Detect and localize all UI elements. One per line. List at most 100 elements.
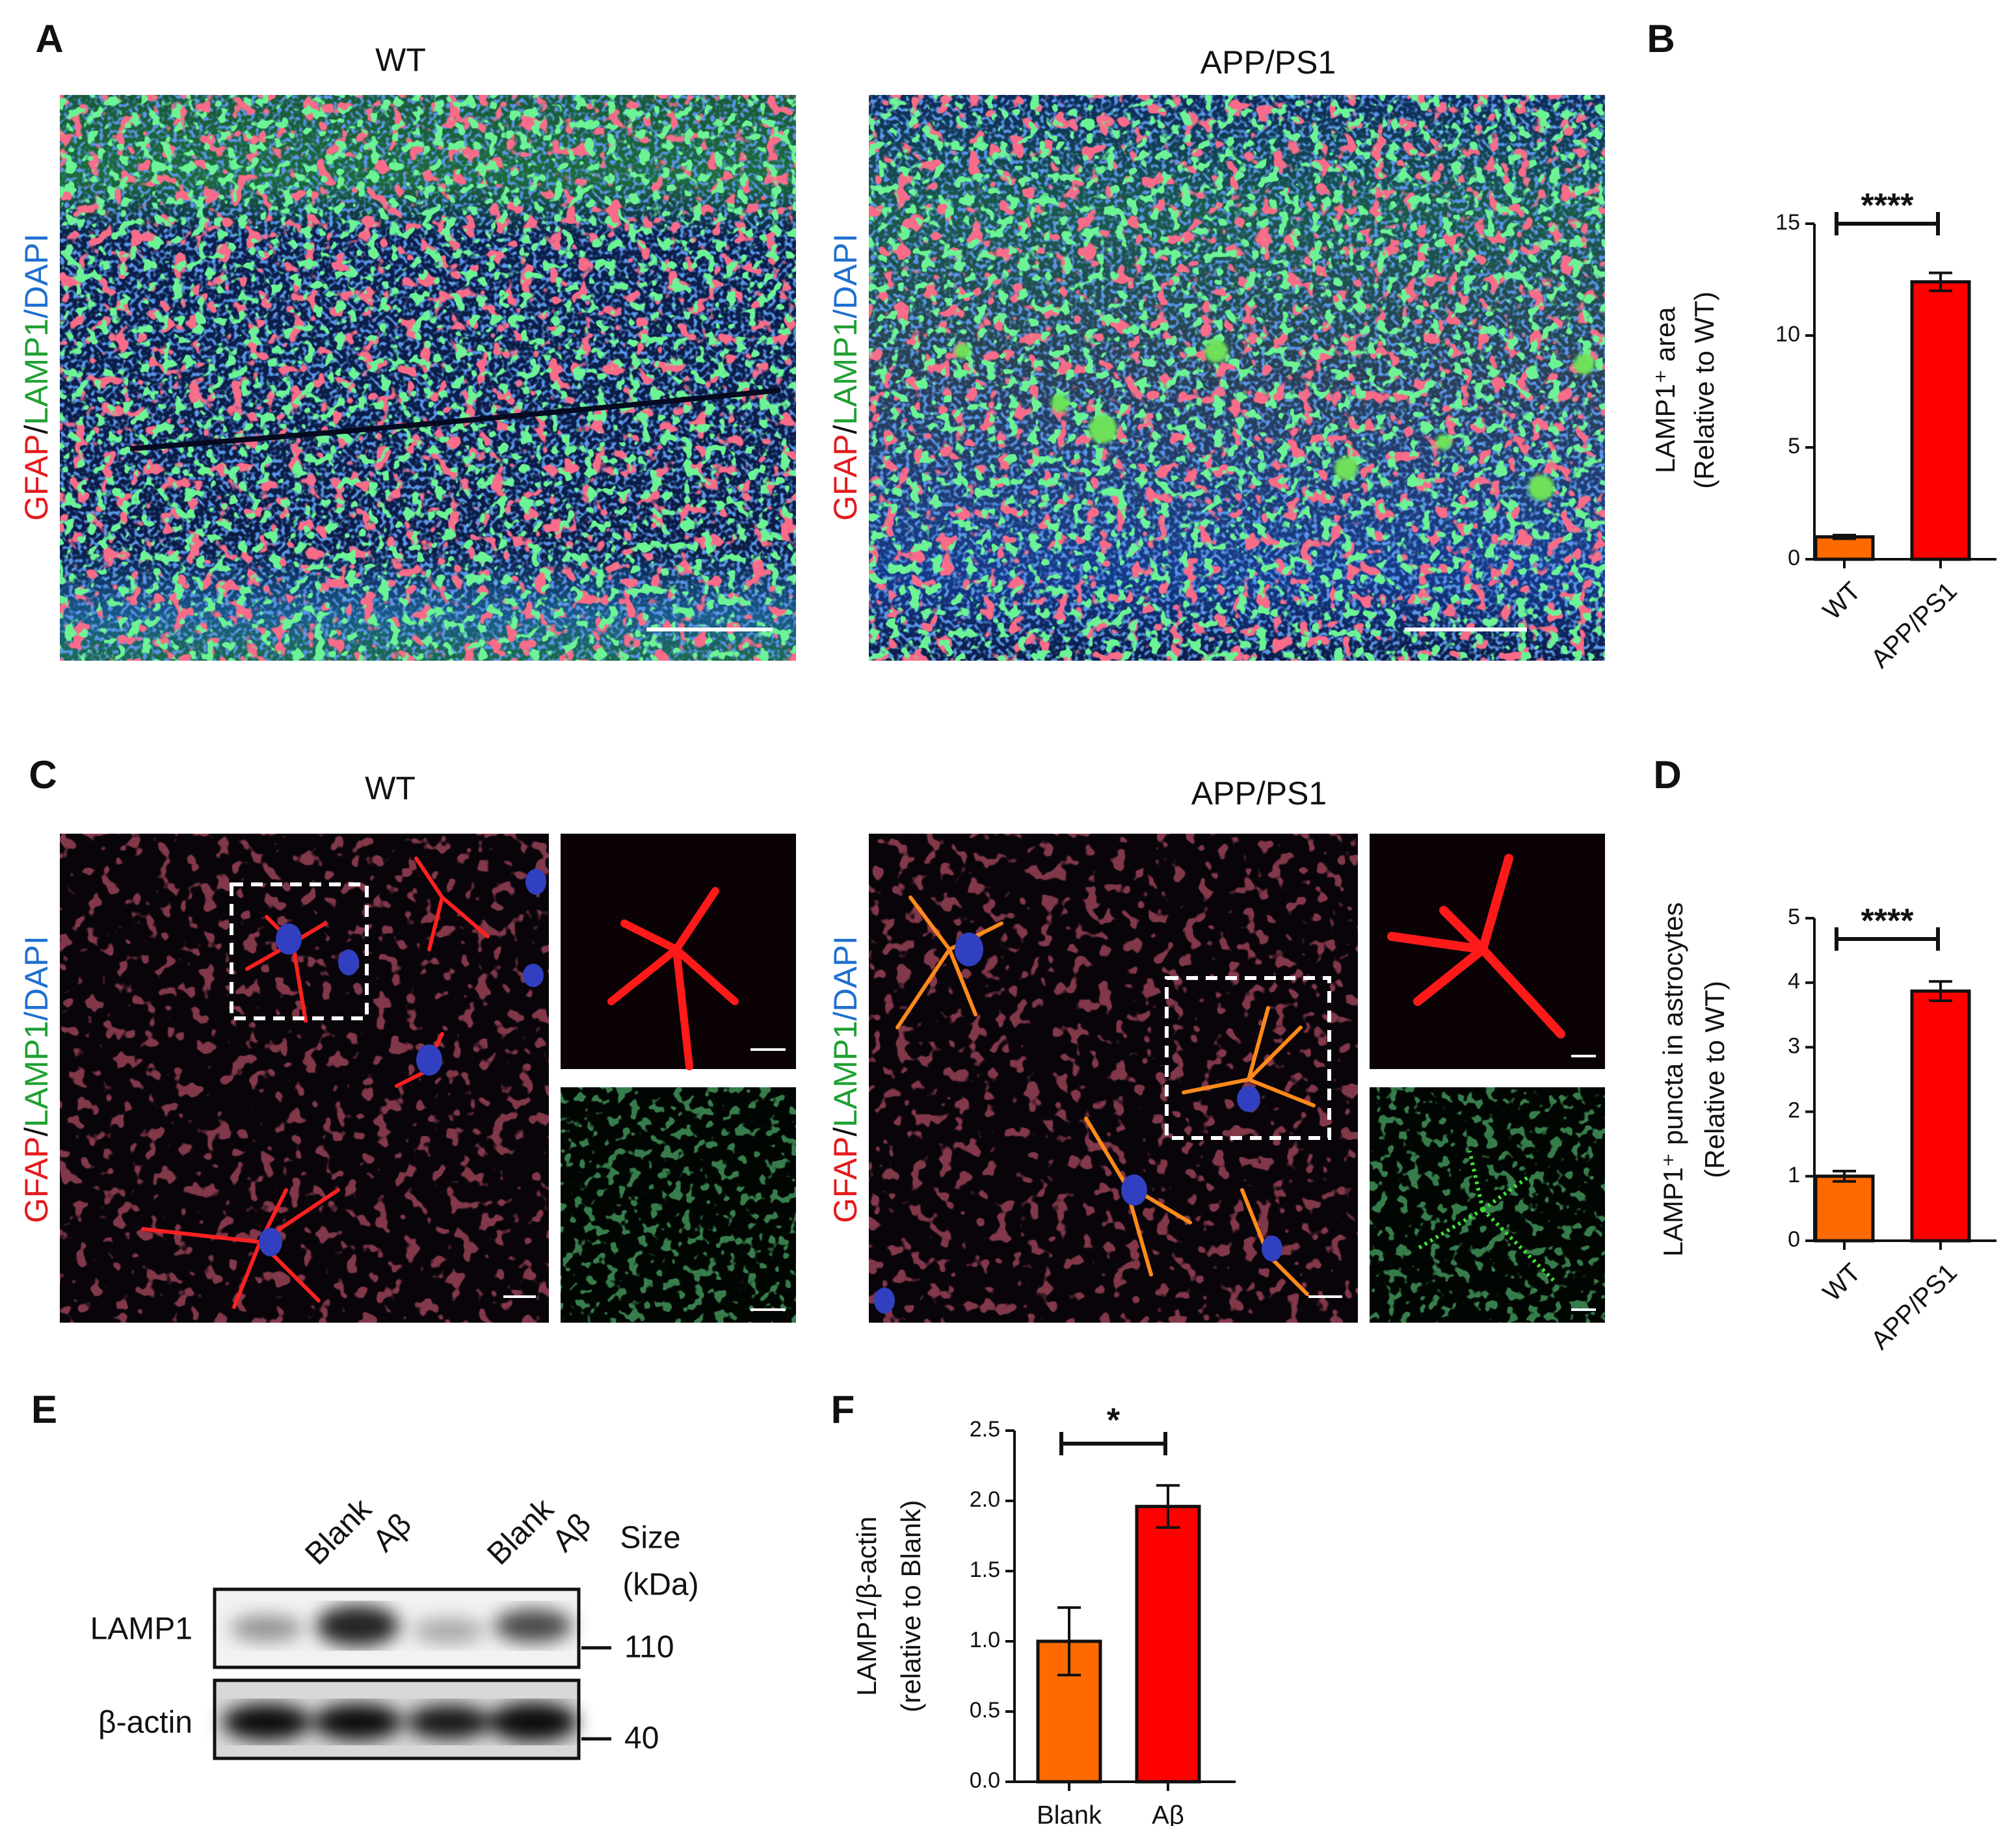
band bbox=[407, 1705, 490, 1739]
bar bbox=[1910, 989, 1971, 1243]
stain-part: / bbox=[18, 425, 55, 434]
band bbox=[230, 1615, 303, 1641]
y-tick-label: 2.0 bbox=[970, 1487, 1000, 1512]
plaques bbox=[955, 339, 1595, 501]
band bbox=[222, 1704, 311, 1740]
y-tick-label: 10 bbox=[1775, 322, 1800, 347]
image-texture bbox=[869, 95, 1605, 661]
nucleus bbox=[259, 1228, 282, 1256]
stain-label: GFAP/LAMP1/DAPI bbox=[827, 233, 864, 521]
y-tick-label: 3 bbox=[1788, 1033, 1800, 1058]
marker-label: 40 bbox=[624, 1721, 659, 1756]
marker-label: 110 bbox=[624, 1630, 674, 1665]
panel-e: E Blank Aβ Blank Aβ Size (kDa) LAMP1 β-a… bbox=[31, 1388, 855, 1760]
astrocyte bbox=[414, 856, 490, 951]
nucleus bbox=[1237, 1086, 1260, 1112]
nucleus bbox=[338, 949, 359, 975]
size-label: Size bbox=[620, 1521, 680, 1555]
y-tick-label: 1.0 bbox=[970, 1628, 1000, 1652]
plaque bbox=[1574, 354, 1595, 375]
band bbox=[313, 1704, 402, 1740]
band bbox=[316, 1605, 399, 1647]
plaque bbox=[1334, 456, 1358, 480]
stain-label: GFAP/LAMP1/DAPI bbox=[18, 936, 55, 1223]
inset bbox=[561, 1087, 796, 1323]
astrocyte bbox=[607, 887, 739, 1070]
plaque bbox=[1528, 475, 1554, 501]
blot bbox=[213, 1587, 581, 1669]
image-title: APP/PS1 bbox=[1200, 44, 1336, 81]
micrograph bbox=[60, 834, 549, 1323]
panel-label: A bbox=[35, 17, 63, 60]
panel-a: A WT APP/PS1 GFAP/LAMP1/DAPI GFAP/LAMP1/… bbox=[18, 17, 1675, 661]
band-label: β-actin bbox=[98, 1706, 192, 1740]
band-label: LAMP1 bbox=[90, 1612, 192, 1647]
plaque bbox=[1051, 394, 1069, 412]
inset bbox=[1370, 1087, 1605, 1323]
stain-part: /DAPI bbox=[18, 936, 55, 1021]
x-tick-label: WT bbox=[1818, 577, 1866, 626]
stain-part: /DAPI bbox=[827, 233, 864, 319]
image-texture bbox=[561, 1087, 796, 1323]
stain-part: /DAPI bbox=[18, 233, 55, 319]
y-tick-label: 1.5 bbox=[970, 1557, 1000, 1582]
bar bbox=[1814, 535, 1875, 561]
astrocyte bbox=[141, 1188, 340, 1309]
x-tick-label: Aβ bbox=[1152, 1801, 1184, 1826]
image-texture bbox=[869, 834, 1358, 1323]
image-title: WT bbox=[365, 770, 416, 806]
band bbox=[412, 1618, 485, 1644]
zoom-box bbox=[1165, 976, 1331, 1140]
panel-c: C WT APP/PS1 bbox=[18, 753, 1682, 1323]
stain-part: GFAP bbox=[18, 434, 55, 521]
image-title: WT bbox=[375, 42, 426, 78]
astrocyte bbox=[1182, 1006, 1316, 1107]
x-tick-label: Blank bbox=[1037, 1801, 1102, 1826]
y-tick-label: 2.5 bbox=[970, 1417, 1000, 1442]
y-axis-label: (Relative to WT) bbox=[1699, 981, 1730, 1178]
y-axis-label: LAMP1⁺ puncta in astrocytes bbox=[1658, 902, 1688, 1256]
y-tick-label: 0.5 bbox=[970, 1698, 1000, 1723]
error-bar bbox=[1929, 980, 1952, 1002]
y-tick-label: 0 bbox=[1788, 1227, 1800, 1252]
stain-part: /DAPI bbox=[827, 936, 864, 1021]
nucleus bbox=[416, 1044, 442, 1076]
astrocyte bbox=[1387, 854, 1565, 1039]
panel-label: D bbox=[1653, 753, 1681, 797]
lane-label: Blank bbox=[298, 1492, 378, 1572]
y-axis-label: LAMP1⁺ area bbox=[1650, 307, 1680, 473]
stain-label: GFAP/LAMP1/DAPI bbox=[18, 233, 55, 521]
significance-label: * bbox=[1107, 1402, 1121, 1440]
panel-label: B bbox=[1647, 17, 1675, 60]
bar bbox=[1910, 280, 1971, 561]
micrograph bbox=[869, 95, 1605, 661]
band bbox=[489, 1702, 577, 1741]
significance-label: **** bbox=[1861, 903, 1915, 940]
significance-bracket bbox=[1835, 927, 1940, 951]
significance-bracket bbox=[1835, 212, 1940, 235]
x-tick-label: APP/PS1 bbox=[1866, 1258, 1963, 1355]
y-axis-label: (Relative to WT) bbox=[1689, 291, 1719, 488]
stain-label: GFAP/LAMP1/DAPI bbox=[827, 936, 864, 1223]
micrograph bbox=[869, 834, 1358, 1323]
image-texture bbox=[60, 95, 796, 661]
error-bar bbox=[1929, 271, 1952, 293]
plaque bbox=[955, 343, 970, 359]
bar bbox=[1135, 1505, 1201, 1784]
y-tick-label: 5 bbox=[1788, 905, 1800, 929]
image-texture bbox=[1370, 1087, 1605, 1323]
stain-part: GFAP bbox=[827, 434, 864, 521]
stain-part: GFAP bbox=[827, 1137, 864, 1223]
error-bar bbox=[1833, 1169, 1856, 1183]
nucleus bbox=[874, 1288, 895, 1314]
significance-bracket bbox=[1059, 1432, 1167, 1455]
nucleus bbox=[523, 964, 544, 987]
error-bar bbox=[1057, 1606, 1081, 1676]
plaque bbox=[1436, 434, 1452, 450]
y-tick-label: 4 bbox=[1788, 969, 1800, 994]
size-label: (kDa) bbox=[622, 1568, 698, 1602]
blot bbox=[213, 1678, 581, 1760]
image-feature bbox=[129, 388, 781, 451]
